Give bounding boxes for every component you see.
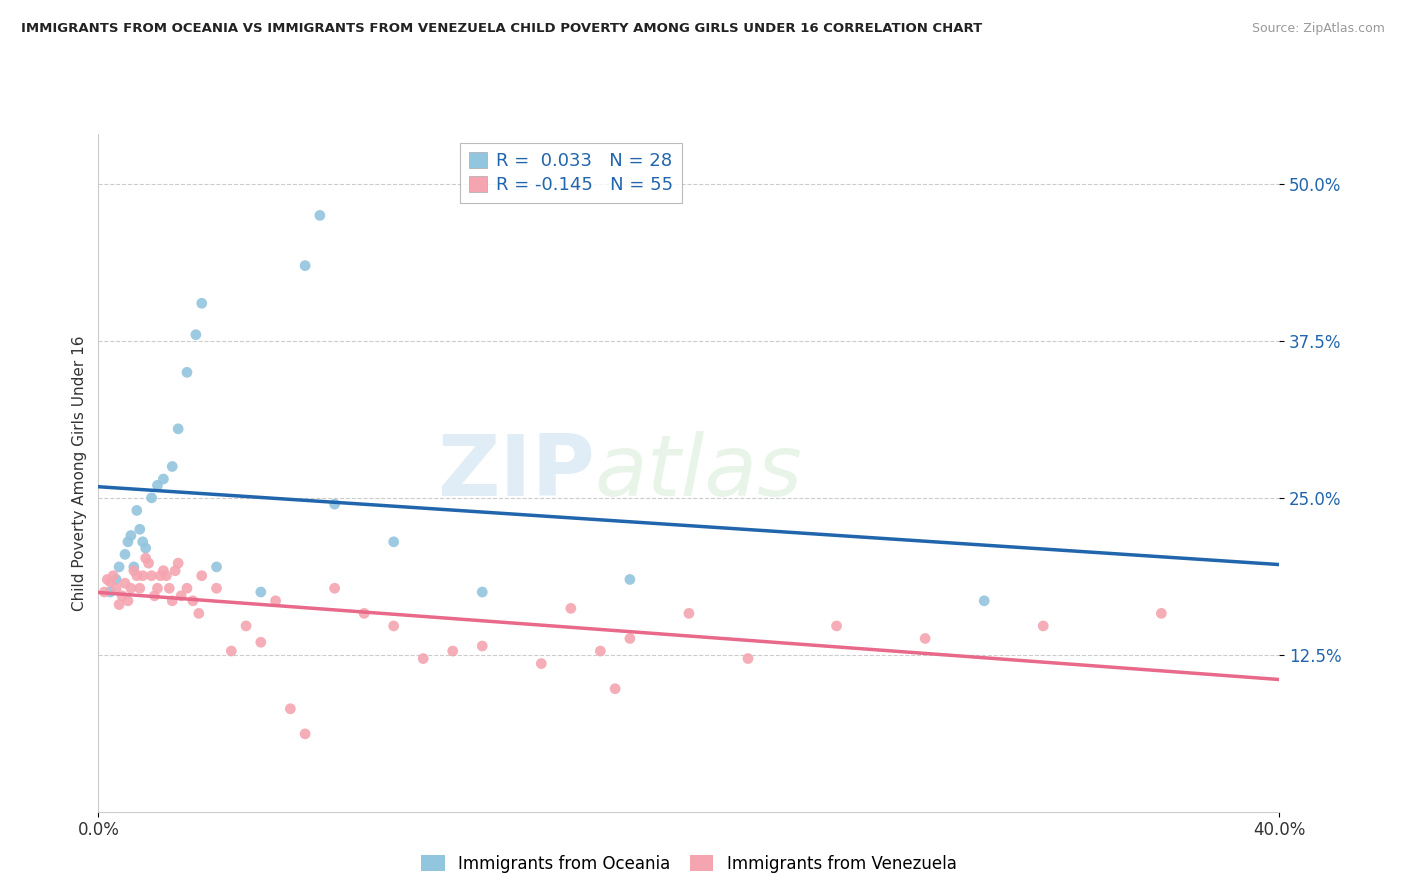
Point (205, 581, 228, 595)
Point (114, 576, 136, 591)
Point (125, 568, 148, 582)
Point (157, 581, 180, 595)
Legend: R =  0.033   N = 28, R = -0.145   N = 55: R = 0.033 N = 28, R = -0.145 N = 55 (460, 143, 682, 202)
Point (149, 568, 172, 582)
Point (619, 632, 641, 646)
Point (914, 632, 936, 646)
Point (167, 422, 190, 436)
Point (122, 560, 145, 574)
Point (128, 522, 150, 536)
Point (135, 551, 157, 566)
Point (111, 589, 134, 603)
Point (973, 594, 995, 608)
Point (187, 607, 209, 621)
Point (1032, 619, 1054, 633)
Point (132, 534, 155, 549)
Text: Source: ZipAtlas.com: Source: ZipAtlas.com (1251, 22, 1385, 36)
Point (152, 564, 174, 578)
Text: atlas: atlas (595, 431, 803, 515)
Point (120, 581, 142, 595)
Point (155, 568, 177, 582)
Point (191, 296, 214, 310)
Point (98, 574, 121, 589)
Point (250, 635, 273, 649)
Point (382, 619, 405, 633)
Point (125, 503, 148, 517)
Point (120, 528, 142, 542)
Text: IMMIGRANTS FROM OCEANIA VS IMMIGRANTS FROM VENEZUELA CHILD POVERTY AMONG GIRLS U: IMMIGRANTS FROM OCEANIA VS IMMIGRANTS FR… (21, 22, 983, 36)
Point (530, 657, 553, 671)
Point (825, 619, 848, 633)
Point (323, 497, 346, 511)
Point (1150, 607, 1173, 621)
Point (105, 581, 128, 595)
Point (117, 594, 139, 608)
Point (191, 568, 214, 582)
Point (176, 581, 198, 595)
Point (108, 560, 131, 574)
Point (678, 607, 700, 621)
Point (138, 556, 160, 570)
Point (128, 581, 150, 595)
Point (143, 589, 166, 603)
Point (737, 651, 759, 665)
Point (135, 541, 157, 555)
Point (323, 581, 346, 595)
Point (170, 589, 193, 603)
Point (103, 568, 125, 582)
Point (471, 639, 494, 653)
Point (353, 607, 375, 621)
Point (412, 651, 434, 665)
Point (146, 478, 169, 492)
Point (152, 472, 174, 486)
Point (105, 573, 128, 587)
Point (309, 208, 332, 222)
Point (278, 702, 302, 716)
Point (132, 568, 155, 582)
Point (589, 644, 612, 658)
Point (181, 594, 204, 608)
Legend: Immigrants from Oceania, Immigrants from Venezuela: Immigrants from Oceania, Immigrants from… (415, 848, 963, 880)
Point (250, 585, 273, 599)
Point (117, 534, 139, 549)
Point (114, 547, 136, 561)
Point (176, 365, 198, 379)
Point (184, 327, 207, 342)
Point (619, 573, 641, 587)
Point (167, 556, 190, 570)
Point (108, 598, 131, 612)
Point (165, 564, 187, 578)
Point (141, 568, 163, 582)
Point (122, 564, 145, 578)
Point (146, 581, 169, 595)
Point (93, 585, 115, 599)
Point (605, 681, 627, 696)
Point (264, 594, 287, 608)
Point (441, 644, 464, 658)
Text: ZIP: ZIP (437, 431, 595, 515)
Point (294, 259, 316, 273)
Point (235, 619, 257, 633)
Point (471, 585, 494, 599)
Point (294, 727, 316, 741)
Point (162, 459, 183, 474)
Point (382, 534, 405, 549)
Point (98, 585, 121, 599)
Point (141, 491, 163, 505)
Point (162, 594, 183, 608)
Point (219, 644, 242, 658)
Point (205, 560, 228, 574)
Point (560, 601, 582, 615)
Y-axis label: Child Poverty Among Girls Under 16: Child Poverty Among Girls Under 16 (72, 335, 87, 610)
Point (96, 573, 118, 587)
